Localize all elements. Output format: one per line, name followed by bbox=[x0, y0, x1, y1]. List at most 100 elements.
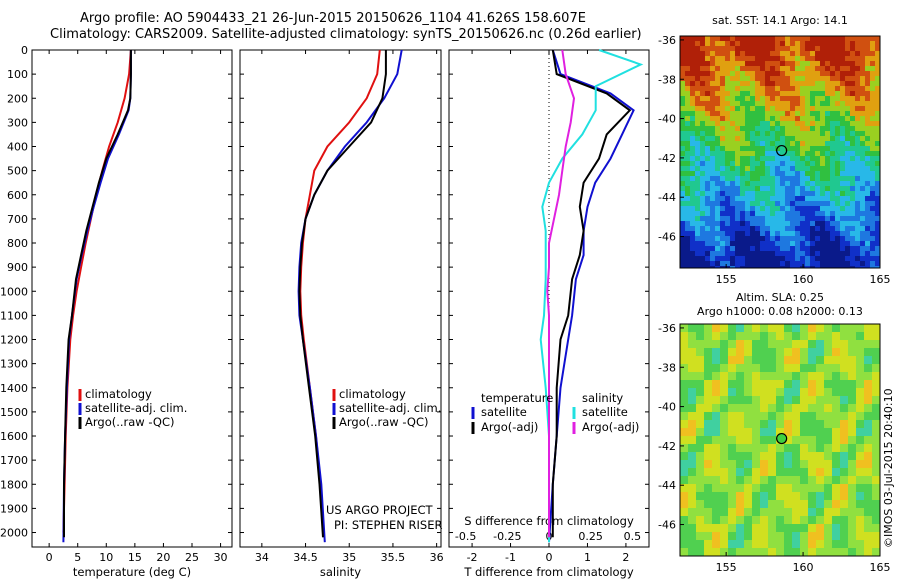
heatmap-cell bbox=[845, 256, 851, 262]
heatmap-cell bbox=[695, 151, 701, 157]
heatmap-cell bbox=[835, 261, 841, 267]
heatmap-cell bbox=[685, 241, 691, 247]
heatmap-cell bbox=[776, 356, 785, 365]
heatmap-cell bbox=[740, 141, 746, 147]
heatmap-cell bbox=[832, 428, 841, 437]
heatmap-cell bbox=[785, 91, 791, 97]
heatmap-cell bbox=[848, 476, 857, 485]
heatmap-cell bbox=[855, 211, 861, 217]
heatmap-cell bbox=[680, 468, 689, 477]
heatmap-cell bbox=[740, 56, 746, 62]
heatmap-cell bbox=[720, 266, 726, 268]
heatmap-cell bbox=[816, 492, 825, 501]
heatmap-cell bbox=[735, 36, 741, 42]
heatmap-cell bbox=[820, 246, 826, 252]
heatmap-cell bbox=[704, 532, 713, 541]
heatmap-cell bbox=[700, 241, 706, 247]
heatmap-cell bbox=[720, 161, 726, 167]
heatmap-cell bbox=[712, 396, 721, 405]
heatmap-cell bbox=[850, 151, 856, 157]
heatmap-cell bbox=[824, 372, 833, 381]
heatmap-cell bbox=[710, 236, 716, 242]
heatmap-cell bbox=[688, 476, 697, 485]
heatmap-cell bbox=[795, 126, 801, 132]
heatmap-cell bbox=[830, 131, 836, 137]
heatmap-cell bbox=[710, 36, 716, 42]
heatmap-cell bbox=[865, 256, 871, 262]
heatmap-cell bbox=[705, 91, 711, 97]
heatmap-cell bbox=[700, 116, 706, 122]
heatmap-cell bbox=[820, 141, 826, 147]
heatmap-cell bbox=[810, 126, 816, 132]
heatmap-cell bbox=[760, 476, 769, 485]
series-salinity-blue bbox=[297, 49, 403, 543]
heatmap-cell bbox=[815, 81, 821, 87]
series-difference-salinity-magenta bbox=[546, 49, 576, 538]
heatmap-cell bbox=[785, 41, 791, 47]
heatmap-cell bbox=[705, 121, 711, 127]
heatmap-cell bbox=[685, 41, 691, 47]
heatmap-cell bbox=[680, 460, 689, 469]
heatmap-cell bbox=[860, 141, 866, 147]
heatmap-cell bbox=[740, 76, 746, 82]
heatmap-cell bbox=[780, 266, 786, 268]
heatmap-cell bbox=[835, 51, 841, 57]
heatmap-cell bbox=[685, 101, 691, 107]
heatmap-cell bbox=[795, 226, 801, 232]
heatmap-cell bbox=[875, 111, 880, 117]
heatmap-cell bbox=[845, 146, 851, 152]
heatmap-cell bbox=[752, 436, 761, 445]
heatmap-cell bbox=[860, 216, 866, 222]
heatmap-cell bbox=[815, 161, 821, 167]
heatmap-cell bbox=[770, 36, 776, 42]
heatmap-cell bbox=[715, 66, 721, 72]
heatmap-cell bbox=[850, 236, 856, 242]
heatmap-cell bbox=[784, 540, 793, 549]
heatmap-cell bbox=[712, 348, 721, 357]
heatmap-cell bbox=[765, 86, 771, 92]
heatmap-cell bbox=[860, 61, 866, 67]
heatmap-cell bbox=[820, 181, 826, 187]
heatmap-cell bbox=[865, 261, 871, 267]
heatmap-cell bbox=[704, 396, 713, 405]
heatmap-cell bbox=[825, 106, 831, 112]
heatmap-cell bbox=[680, 36, 686, 42]
y-tick-label: 1700 bbox=[0, 454, 28, 467]
heatmap-cell bbox=[816, 380, 825, 389]
heatmap-cell bbox=[744, 340, 753, 349]
y-tick-label: -46 bbox=[658, 231, 676, 244]
heatmap-cell bbox=[745, 251, 751, 257]
heatmap-cell bbox=[720, 548, 729, 556]
heatmap-cell bbox=[740, 156, 746, 162]
heatmap-cell bbox=[680, 246, 686, 252]
heatmap-cell bbox=[695, 186, 701, 192]
heatmap-cell bbox=[845, 56, 851, 62]
heatmap-cell bbox=[840, 340, 849, 349]
heatmap-cell bbox=[715, 146, 721, 152]
heatmap-cell bbox=[784, 420, 793, 429]
heatmap-cell bbox=[750, 101, 756, 107]
heatmap-cell bbox=[850, 71, 856, 77]
heatmap-cell bbox=[815, 231, 821, 237]
heatmap-cell bbox=[875, 171, 880, 177]
heatmap-cell bbox=[700, 201, 706, 207]
heatmap-cell bbox=[840, 236, 846, 242]
heatmap-cell bbox=[805, 81, 811, 87]
heatmap-cell bbox=[770, 151, 776, 157]
heatmap-cell bbox=[755, 86, 761, 92]
heatmap-cell bbox=[780, 201, 786, 207]
heatmap-cell bbox=[875, 61, 880, 67]
heatmap-cell bbox=[770, 206, 776, 212]
heatmap-cell bbox=[705, 231, 711, 237]
heatmap-cell bbox=[850, 196, 856, 202]
heatmap-cell bbox=[755, 216, 761, 222]
heatmap-cell bbox=[820, 91, 826, 97]
heatmap-cell bbox=[820, 146, 826, 152]
heatmap-cell bbox=[695, 96, 701, 102]
heatmap-cell bbox=[845, 226, 851, 232]
heatmap-cell bbox=[690, 231, 696, 237]
heatmap-cell bbox=[710, 241, 716, 247]
heatmap-cell bbox=[792, 436, 801, 445]
heatmap-cell bbox=[730, 251, 736, 257]
y-tick-label: 700 bbox=[7, 213, 28, 226]
